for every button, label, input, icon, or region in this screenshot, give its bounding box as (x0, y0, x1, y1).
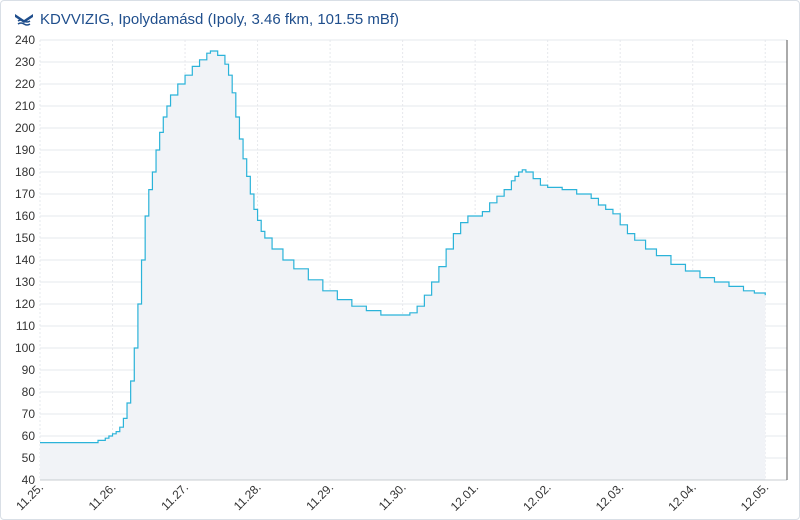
y-tick-label: 210 (15, 99, 35, 113)
y-tick-label: 180 (15, 165, 35, 179)
chart-header: KDVVIZIG, Ipolydamásd (Ipoly, 3.46 fkm, … (14, 8, 399, 30)
chart-title: KDVVIZIG, Ipolydamásd (Ipoly, 3.46 fkm, … (40, 10, 400, 28)
y-tick-label: 230 (15, 55, 35, 69)
x-tick-label: 11.30. (376, 480, 409, 513)
y-tick-label: 110 (16, 319, 35, 333)
y-tick-label: 160 (15, 209, 35, 223)
y-tick-label: 200 (15, 121, 35, 135)
y-tick-label: 240 (15, 33, 35, 47)
y-tick-label: 100 (15, 341, 35, 355)
y-tick-label: 120 (15, 297, 35, 311)
y-tick-label: 80 (22, 385, 36, 399)
x-tick-label: 11.28. (231, 480, 264, 513)
x-tick-label: 12.05. (738, 480, 771, 513)
y-tick-label: 140 (15, 253, 35, 267)
y-tick-label: 170 (15, 187, 35, 201)
y-tick-label: 150 (15, 231, 35, 245)
x-tick-label: 11.29. (303, 480, 336, 513)
y-tick-label: 130 (15, 275, 35, 289)
y-tick-label: 50 (22, 451, 36, 465)
x-tick-label: 11.26. (86, 480, 119, 513)
y-tick-label: 70 (22, 407, 36, 421)
x-tick-label: 12.03. (593, 480, 626, 513)
x-tick-label: 11.27. (158, 480, 191, 513)
y-tick-label: 60 (22, 429, 36, 443)
series-area (40, 51, 766, 480)
x-tick-label: 12.01. (448, 480, 481, 513)
x-tick-label: 12.04. (665, 480, 698, 513)
x-tick-label: 12.02. (520, 480, 553, 513)
y-tick-label: 40 (22, 473, 36, 487)
y-tick-label: 220 (15, 77, 35, 91)
y-tick-label: 190 (15, 143, 35, 157)
kdvvizig-logo-icon (14, 11, 34, 27)
series-line (40, 50, 766, 444)
area-layer (40, 50, 766, 480)
y-tick-label: 90 (22, 363, 36, 377)
